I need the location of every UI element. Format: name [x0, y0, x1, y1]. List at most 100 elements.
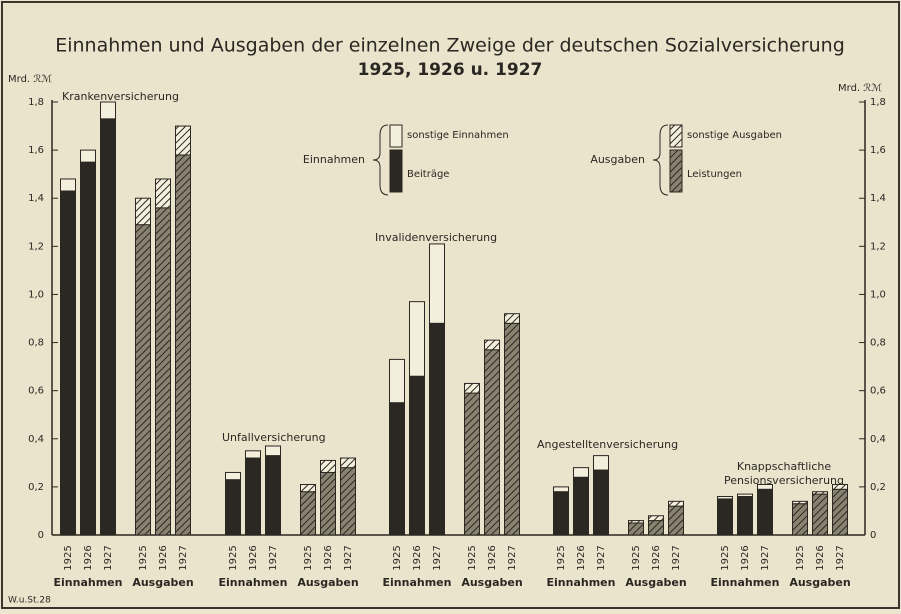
legend-label: Beiträge — [407, 169, 449, 180]
bar-segment — [812, 491, 828, 495]
stack-label: Einnahmen — [383, 576, 452, 589]
y2-tick-label: 1,4 — [870, 193, 886, 204]
y-tick-label: 1,2 — [28, 241, 44, 252]
x-tick-label: 1926 — [487, 545, 498, 570]
bar-segment — [245, 450, 261, 459]
bar-segment — [429, 243, 445, 324]
y2-tick-label: 1,0 — [870, 289, 886, 300]
x-tick-label: 1925 — [795, 545, 806, 570]
bar-segment — [265, 455, 281, 536]
x-tick-label: 1926 — [740, 545, 751, 570]
bar-segment — [340, 457, 356, 469]
x-tick-label: 1926 — [576, 545, 587, 570]
x-tick-label: 1925 — [467, 545, 478, 570]
x-tick-label: 1925 — [631, 545, 642, 570]
group-label: Pensionsversicherung — [724, 474, 844, 487]
bar-segment — [100, 101, 116, 120]
bar-segment — [553, 486, 569, 493]
y-tick-label: 1,6 — [28, 145, 44, 156]
chart-subtitle: 1925, 1926 u. 1927 — [358, 60, 543, 80]
bar-segment — [628, 520, 644, 524]
x-tick-label: 1927 — [432, 545, 443, 570]
bar-segment — [155, 207, 171, 536]
x-tick-label: 1926 — [651, 545, 662, 570]
bar-segment — [409, 375, 425, 536]
x-tick-label: 1927 — [671, 545, 682, 570]
bar-segment — [225, 479, 241, 536]
x-tick-label: 1926 — [158, 545, 169, 570]
x-tick-label: 1927 — [596, 545, 607, 570]
stack-label: Ausgaben — [625, 576, 686, 589]
bar-segment — [245, 457, 261, 536]
y-axis-label: Mrd. ℛℳ — [8, 74, 52, 85]
bar-segment — [504, 322, 520, 536]
bar-segment — [100, 118, 116, 536]
bar-segment — [464, 382, 480, 394]
footnote: W.u.St.28 — [8, 596, 51, 606]
stack-label: Ausgaben — [789, 576, 850, 589]
bar-segment — [300, 491, 316, 536]
bar-segment — [135, 197, 151, 226]
x-tick-label: 1927 — [507, 545, 518, 570]
group-label: Angestelltenversicherung — [537, 438, 678, 451]
legend-group-label: Einnahmen — [303, 153, 365, 166]
legend-label: sonstige Einnahmen — [407, 130, 509, 141]
y2-axis-label: Mrd. ℛℳ — [838, 83, 882, 94]
bar-segment — [717, 496, 733, 500]
stack-label: Ausgaben — [132, 576, 193, 589]
bar-segment — [737, 493, 753, 498]
y-tick-label: 1,8 — [28, 97, 44, 108]
legend-swatch — [389, 124, 403, 148]
bar-segment — [60, 190, 76, 536]
y2-tick-label: 1,8 — [870, 97, 886, 108]
x-tick-label: 1927 — [760, 545, 771, 570]
x-tick-label: 1926 — [323, 545, 334, 570]
y2-tick-label: 0,6 — [870, 386, 886, 397]
legend-brace — [372, 124, 389, 196]
group-label: Krankenversicherung — [62, 90, 179, 103]
x-tick-label: 1926 — [248, 545, 259, 570]
bar-segment — [504, 313, 520, 324]
bar-segment — [389, 402, 405, 536]
stack-label: Einnahmen — [547, 576, 616, 589]
bar-segment — [593, 455, 609, 471]
x-tick-label: 1925 — [138, 545, 149, 570]
bar-segment — [648, 515, 664, 522]
stack-label: Ausgaben — [461, 576, 522, 589]
y2-tick-label: 0,8 — [870, 338, 886, 349]
x-tick-label: 1927 — [343, 545, 354, 570]
bar-segment — [737, 496, 753, 536]
bar-segment — [573, 476, 589, 536]
x-tick-label: 1925 — [392, 545, 403, 570]
legend-group-label: Ausgaben — [590, 153, 645, 166]
x-tick-label: 1926 — [83, 545, 94, 570]
y2-tick-label: 1,2 — [870, 241, 886, 252]
x-tick-label: 1925 — [556, 545, 567, 570]
y2-tick-label: 0,4 — [870, 434, 886, 445]
bar-segment — [757, 483, 773, 490]
x-tick-label: 1925 — [228, 545, 239, 570]
y2-tick-label: 0 — [870, 530, 876, 541]
bar-segment — [593, 469, 609, 536]
bar-segment — [553, 491, 569, 536]
x-tick-label: 1926 — [412, 545, 423, 570]
stack-label: Ausgaben — [297, 576, 358, 589]
bar-segment — [648, 520, 664, 536]
bar-segment — [155, 178, 171, 209]
x-tick-label: 1926 — [815, 545, 826, 570]
legend-label: sonstige Ausgaben — [687, 130, 782, 141]
bar-segment — [429, 322, 445, 536]
y-tick-label: 0,6 — [28, 386, 44, 397]
stack-label: Einnahmen — [54, 576, 123, 589]
y-tick-label: 0,8 — [28, 338, 44, 349]
bar-segment — [409, 301, 425, 377]
y2-tick-label: 1,6 — [870, 145, 886, 156]
bar-segment — [812, 493, 828, 536]
bar-segment — [320, 459, 336, 473]
bar-segment — [464, 392, 480, 536]
x-tick-label: 1927 — [835, 545, 846, 570]
y2-tick-label: 0,2 — [870, 482, 886, 493]
bar-segment — [60, 178, 76, 192]
bar-segment — [80, 161, 96, 536]
